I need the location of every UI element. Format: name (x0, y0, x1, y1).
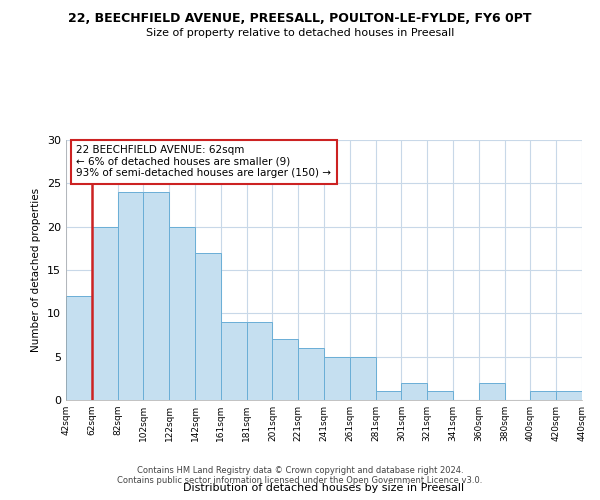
Bar (272, 340, 298, 400)
Bar (221, 322, 247, 400)
Bar (169, 226, 195, 400)
Bar (118, 192, 143, 400)
Text: 22 BEECHFIELD AVENUE: 62sqm
← 6% of detached houses are smaller (9)
93% of semi-: 22 BEECHFIELD AVENUE: 62sqm ← 6% of deta… (76, 145, 331, 178)
Text: Size of property relative to detached houses in Preesall: Size of property relative to detached ho… (146, 28, 454, 38)
Text: Contains HM Land Registry data © Crown copyright and database right 2024.
Contai: Contains HM Land Registry data © Crown c… (118, 466, 482, 485)
Bar (92, 226, 118, 400)
Bar (247, 322, 272, 400)
Bar (298, 348, 324, 400)
Bar (376, 392, 401, 400)
Text: 22, BEECHFIELD AVENUE, PREESALL, POULTON-LE-FYLDE, FY6 0PT: 22, BEECHFIELD AVENUE, PREESALL, POULTON… (68, 12, 532, 26)
Bar (324, 356, 350, 400)
Bar (66, 296, 92, 400)
Bar (401, 382, 427, 400)
Bar (479, 382, 505, 400)
Bar (143, 192, 169, 400)
Bar (350, 356, 376, 400)
Y-axis label: Number of detached properties: Number of detached properties (31, 188, 41, 352)
Bar (530, 392, 556, 400)
X-axis label: Distribution of detached houses by size in Preesall: Distribution of detached houses by size … (184, 483, 464, 493)
Bar (195, 252, 221, 400)
Bar (427, 392, 453, 400)
Bar (556, 392, 582, 400)
